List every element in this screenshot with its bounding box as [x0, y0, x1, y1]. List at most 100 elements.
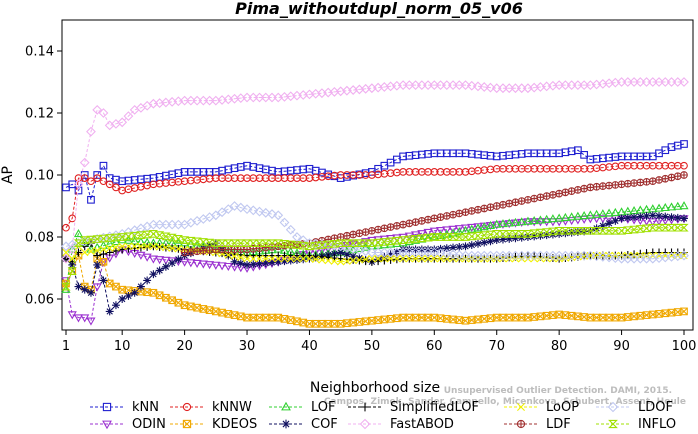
data-point-cof [430, 245, 439, 254]
data-point-fastabod [473, 81, 483, 92]
legend-item-inflo: INFLO [596, 417, 676, 432]
data-point-inflo [666, 223, 677, 232]
data-point-inflo [223, 239, 233, 248]
data-point-inflo [460, 233, 471, 241]
data-point-ldf [492, 202, 501, 210]
data-point-ldf [648, 177, 657, 186]
legend-label-ldf: LDF [546, 417, 571, 432]
data-point-lof [567, 212, 577, 221]
data-point-lof [479, 222, 489, 231]
data-point-ldof [610, 253, 621, 263]
data-point-cof [442, 244, 451, 253]
data-point-cof [467, 241, 476, 250]
data-point-loop [287, 255, 295, 263]
legend-marker-fastabod [359, 418, 371, 430]
data-point-lof [573, 211, 583, 220]
data-point-odin [205, 261, 215, 270]
data-point-loop [87, 247, 95, 256]
data-point-inflo [623, 226, 633, 235]
data-point-kdeos [162, 293, 170, 302]
data-point-knnw [99, 177, 108, 186]
data-point-odin [442, 226, 452, 235]
data-point-simplifiedlof [111, 246, 120, 255]
data-point-inflo [229, 239, 240, 248]
data-point-cof [611, 216, 620, 225]
data-point-knn [62, 183, 70, 192]
data-point-inflo [435, 233, 446, 241]
data-point-ldf [667, 173, 676, 182]
data-point-loop [280, 255, 289, 263]
chart-title: Pima_withoutdupl_norm_05_v06 [235, 0, 523, 18]
data-point-cof [630, 213, 639, 222]
data-point-inflo [273, 239, 283, 248]
data-point-ldof [335, 241, 346, 252]
data-point-inflo [442, 233, 452, 241]
data-point-inflo [404, 235, 414, 244]
data-point-kdeos [505, 313, 514, 322]
data-point-kdeos [405, 313, 414, 322]
data-point-kdeos [630, 312, 638, 321]
data-point-loop [124, 242, 133, 250]
data-point-odin [148, 255, 158, 264]
data-point-fastabod [67, 244, 78, 255]
data-point-ldof [429, 247, 440, 258]
data-point-odin [467, 223, 477, 232]
x-tick-label: 50 [364, 339, 381, 354]
data-point-inflo [161, 232, 171, 241]
data-point-loop [249, 255, 257, 263]
data-point-cof [673, 213, 682, 222]
series-kdeos [62, 251, 688, 328]
data-point-loop [536, 255, 545, 263]
data-point-inflo [179, 236, 190, 244]
data-point-loop [274, 255, 282, 263]
data-point-ldof [267, 209, 277, 219]
data-point-ldf [611, 181, 620, 189]
data-point-ldf [474, 205, 482, 214]
data-point-lof [523, 216, 533, 225]
data-point-simplifiedlof [99, 250, 108, 259]
data-point-loop [149, 242, 158, 250]
legend-marker-ldof [607, 401, 619, 413]
data-point-cof [623, 213, 632, 222]
data-point-ldf [424, 215, 432, 224]
data-point-ldf [368, 226, 376, 235]
data-point-cof [648, 211, 657, 220]
data-point-ldf [586, 183, 595, 192]
data-point-ldof [448, 249, 458, 260]
data-point-inflo [473, 231, 483, 240]
data-point-cof [168, 259, 177, 267]
data-point-odin [498, 220, 508, 229]
data-point-cof [392, 247, 401, 256]
data-point-fastabod [485, 82, 496, 93]
data-point-ldf [205, 246, 214, 254]
data-point-inflo [336, 239, 346, 248]
data-point-inflo [479, 231, 489, 239]
data-point-loop [642, 251, 651, 260]
data-point-inflo [579, 226, 589, 235]
data-point-fastabod [73, 179, 84, 190]
data-point-inflo [654, 223, 664, 232]
data-point-kdeos [311, 319, 320, 328]
series-line-loop [65, 245, 684, 263]
legend-marker-knn [102, 402, 112, 412]
data-point-loop [99, 245, 108, 254]
data-point-loop [436, 255, 445, 263]
data-point-kdeos [286, 316, 295, 324]
data-point-kdeos [605, 313, 613, 322]
legend-marker-kdeos [182, 419, 192, 429]
data-point-inflo [342, 239, 352, 248]
data-point-ldof [354, 245, 365, 255]
data-point-lof [448, 228, 458, 237]
data-point-inflo [361, 239, 371, 248]
data-point-loop [443, 255, 451, 263]
data-point-ldf [392, 221, 401, 230]
data-point-ldof [217, 207, 227, 218]
legend-item-simplifiedlof: SimplifiedLOF [348, 400, 479, 415]
data-point-inflo [279, 239, 290, 248]
data-point-cof [99, 276, 108, 285]
data-point-fastabod [466, 80, 477, 91]
legend-item-ldf: LDF [504, 417, 571, 432]
data-point-cof [492, 236, 501, 245]
data-point-ldof [591, 251, 602, 262]
data-point-knn [574, 146, 582, 155]
